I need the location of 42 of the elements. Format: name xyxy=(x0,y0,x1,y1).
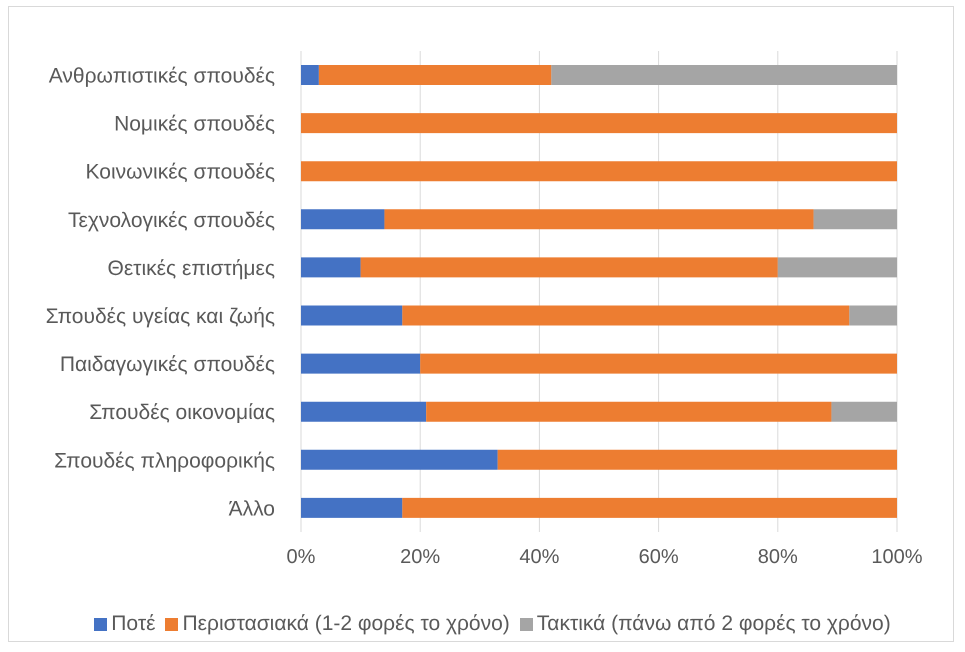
y-tick-label: Σπουδές πληροφορικής xyxy=(54,449,275,472)
bar xyxy=(301,306,402,326)
legend-label: Περιστασιακά (1-2 φορές το χρόνο) xyxy=(182,612,510,635)
bar xyxy=(402,498,897,518)
x-tick-label: 100% xyxy=(871,546,923,568)
bar xyxy=(301,354,420,374)
y-tick-label: Νομικές σπουδές xyxy=(114,112,275,136)
bar xyxy=(849,306,897,326)
bar xyxy=(384,209,814,230)
y-tick-label: Παιδαγωγικές σπουδές xyxy=(60,353,275,376)
y-tick-label: Τεχνολογικές σπουδές xyxy=(68,208,275,232)
bar xyxy=(301,209,384,230)
bar xyxy=(360,257,778,278)
legend-label: Ποτέ xyxy=(111,612,156,635)
bar xyxy=(426,402,832,422)
x-tick-label: 80% xyxy=(758,546,798,568)
bar xyxy=(301,161,897,182)
bar xyxy=(831,402,897,422)
x-tick-label: 40% xyxy=(519,546,560,568)
bar xyxy=(498,450,897,470)
bar xyxy=(420,354,897,374)
bar xyxy=(402,306,850,326)
bar xyxy=(814,209,897,230)
x-tick-label: 60% xyxy=(638,546,679,568)
y-tick-label: Ανθρωπιστικές σπουδές xyxy=(48,64,275,88)
bar xyxy=(301,257,361,278)
y-tick-label: Σπουδές υγείας και ζωής xyxy=(46,305,275,328)
bar xyxy=(301,402,426,422)
bar xyxy=(778,257,897,278)
bar xyxy=(318,65,552,85)
bar xyxy=(301,113,897,134)
y-tick-label: Άλλο xyxy=(228,497,275,520)
y-tick-label: Σπουδές οικονομίας xyxy=(89,401,275,424)
bar xyxy=(301,65,319,85)
bar xyxy=(301,450,498,470)
y-tick-label: Κοινωνικές σπουδές xyxy=(86,160,275,184)
x-tick-label: 20% xyxy=(400,546,440,568)
legend-label: Τακτικά (πάνω από 2 φορές το χρόνο) xyxy=(536,612,891,635)
x-tick-label: 0% xyxy=(286,546,316,568)
y-tick-label: Θετικές επιστήμες xyxy=(107,256,275,280)
bar xyxy=(551,65,897,85)
bar xyxy=(301,498,402,518)
